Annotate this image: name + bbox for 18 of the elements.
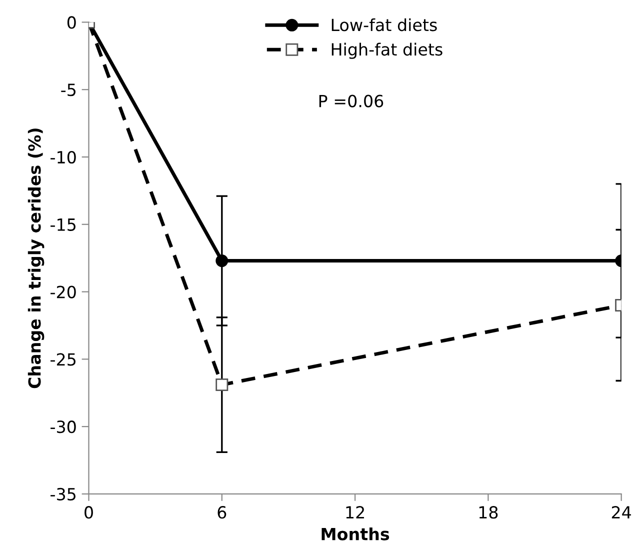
y-tick-label: -20 <box>50 286 76 298</box>
annotation: P =0.06 <box>319 94 384 108</box>
x-tick-label: 18 <box>479 506 498 519</box>
legend-label: Low-fat diets <box>332 18 437 32</box>
x-tick-label: 12 <box>346 506 364 518</box>
y-tick-label: 0 <box>67 16 76 29</box>
y-tick-label: -35 <box>50 488 76 501</box>
y-axis-title: Change in trigly cerides (%) <box>28 128 44 388</box>
y-tick-label: -10 <box>50 150 76 164</box>
x-tick-label: 6 <box>218 506 226 519</box>
x-tick-label: 0 <box>84 506 93 519</box>
y-tick-label: -30 <box>50 420 76 434</box>
y-tick-label: -25 <box>50 353 76 366</box>
y-tick-label: -5 <box>61 84 76 96</box>
legend-label: High-fat diets <box>332 42 442 59</box>
x-axis-title: Months <box>322 527 390 540</box>
x-tick-label: 24 <box>612 506 631 518</box>
y-tick-label: -15 <box>50 218 76 231</box>
